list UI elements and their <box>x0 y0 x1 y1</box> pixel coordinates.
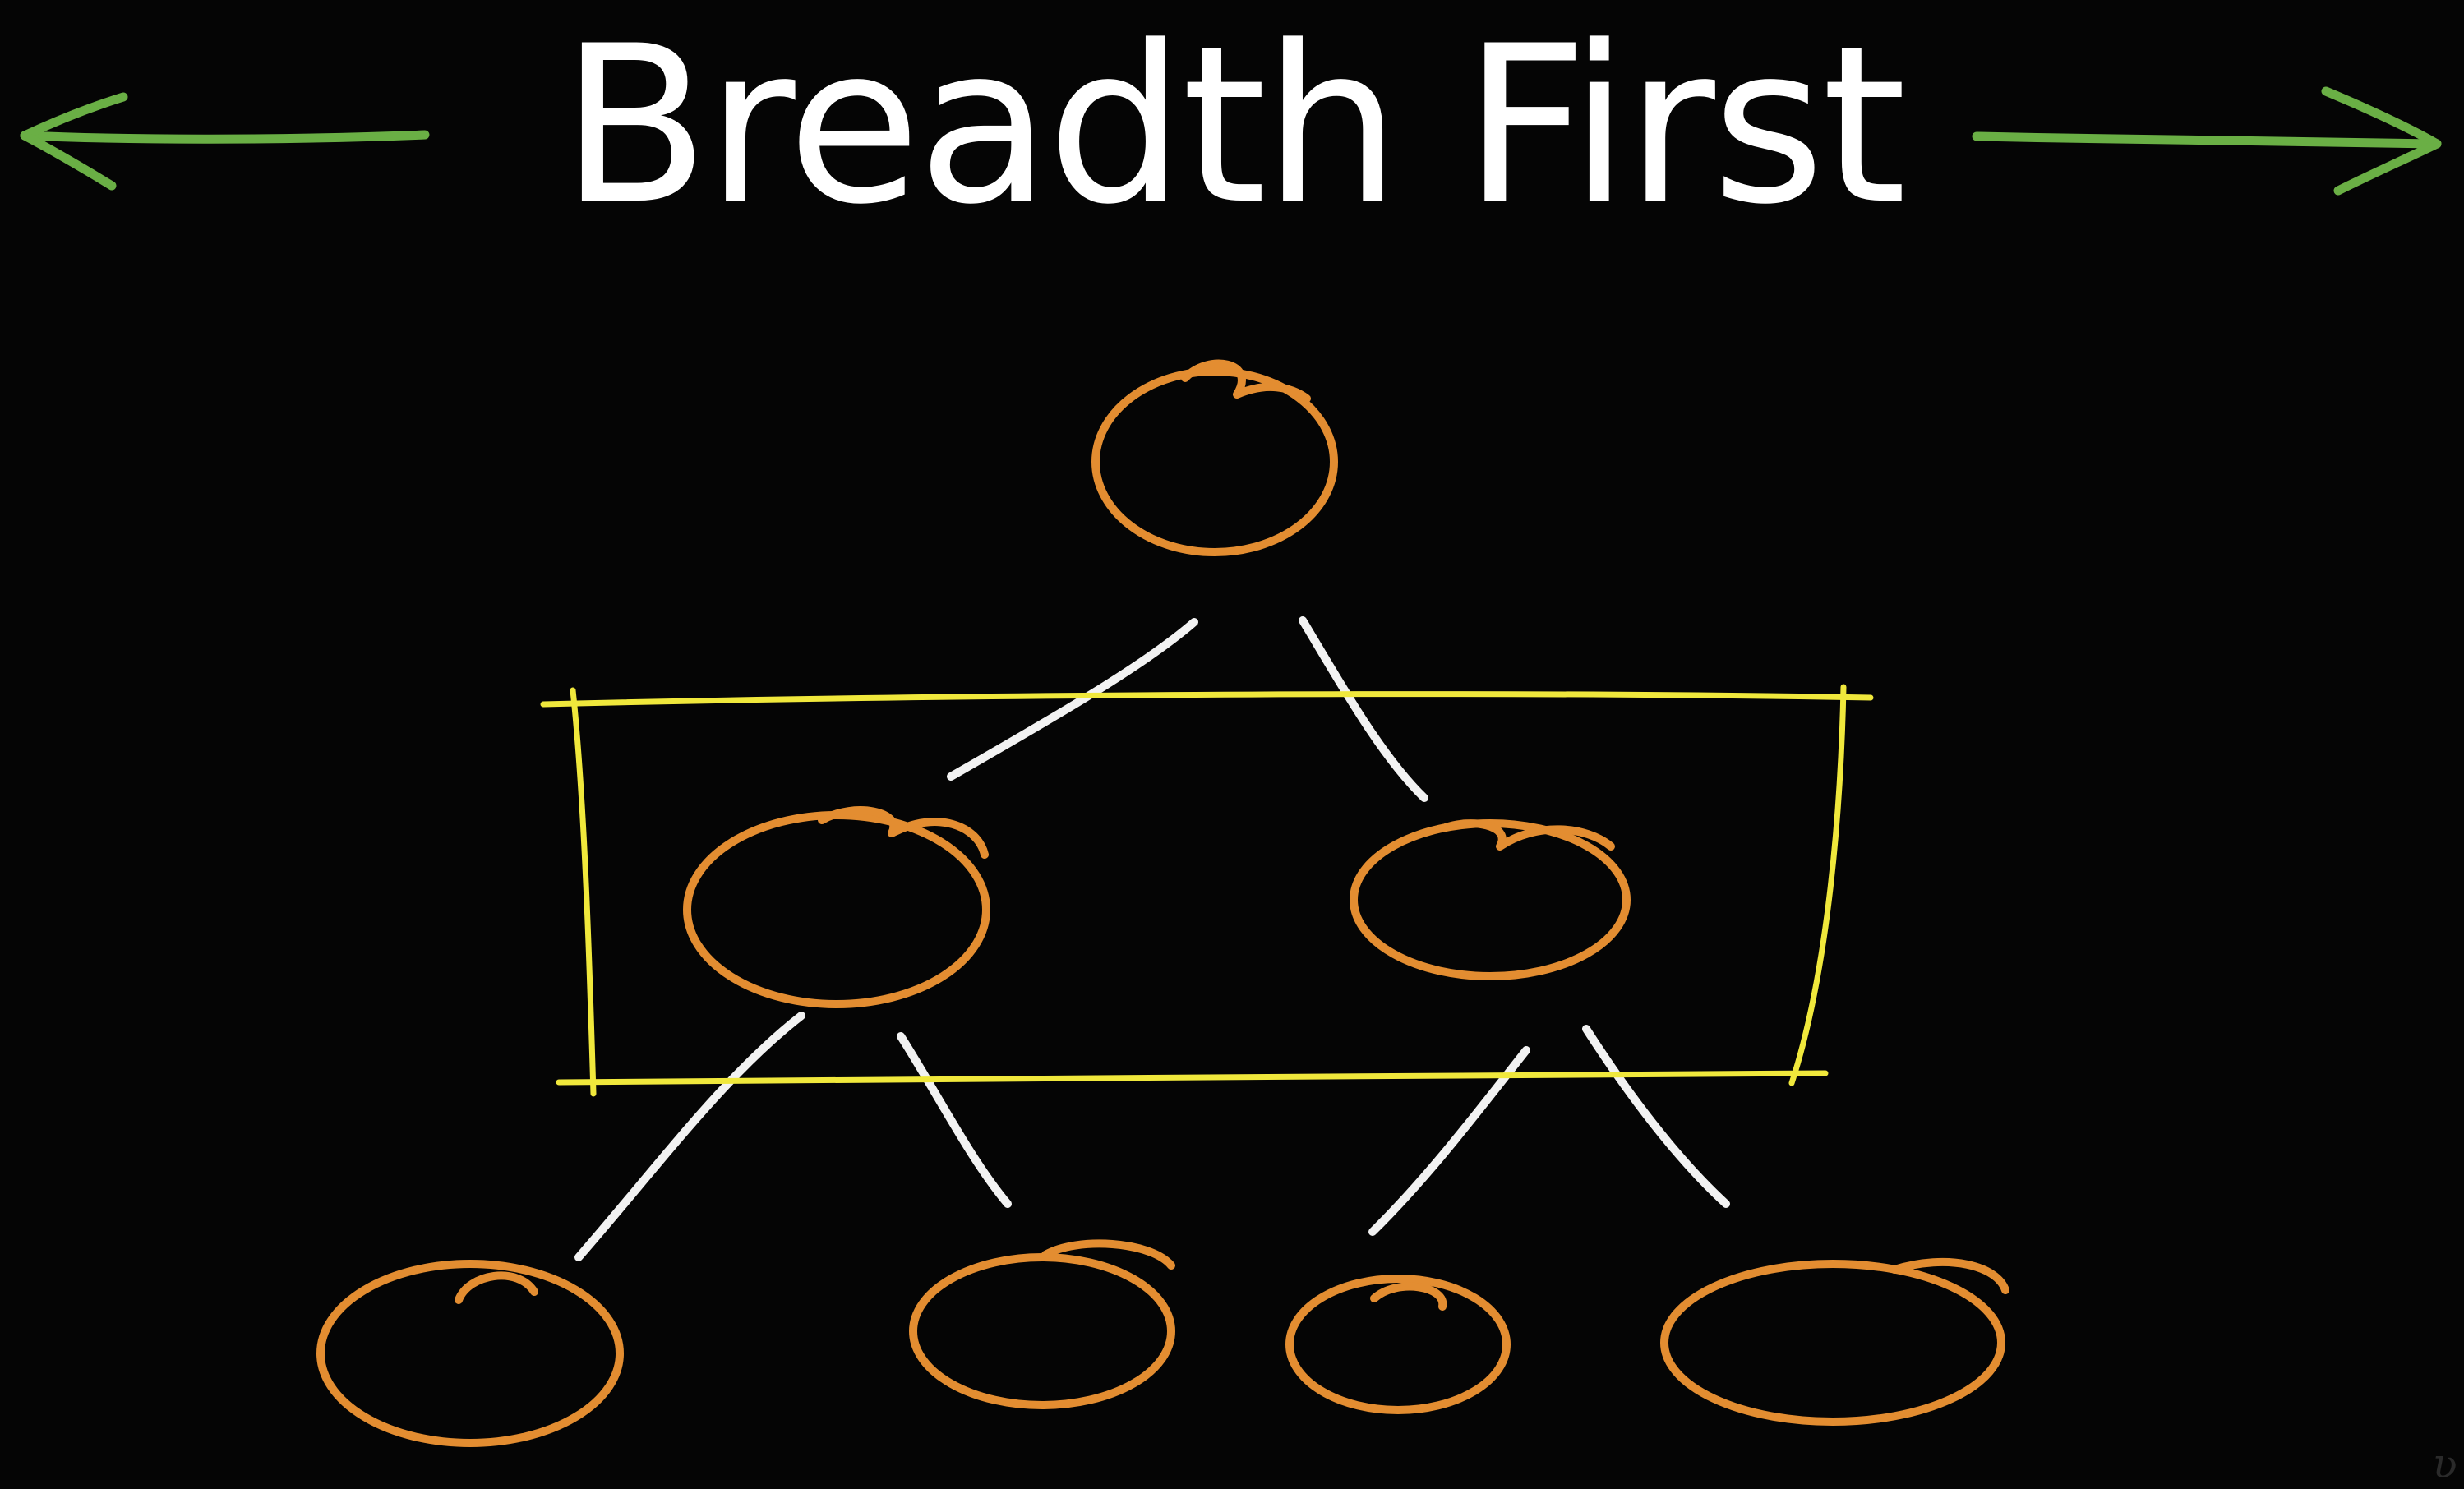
tree-node-right-left-grandchild <box>1285 1275 1511 1414</box>
tree-node-left-right-grandchild <box>909 1239 1175 1409</box>
edge-left-left-grandchild <box>574 1012 805 1261</box>
tree-node-right-right-grandchild <box>1660 1257 2009 1426</box>
tree-edges <box>574 616 1730 1261</box>
edge-left-right-grandchild <box>897 1032 1012 1208</box>
edge-root-right <box>1299 616 1428 802</box>
arrow-right-icon <box>1972 86 2442 196</box>
edge-right-right-grandchild <box>1582 1025 1730 1208</box>
watermark-icon: ʋ <box>2432 1440 2457 1487</box>
tree-node-left-left-grandchild <box>316 1260 624 1447</box>
tree-node-left-child <box>683 806 990 1008</box>
tree-node-root <box>1091 359 1338 556</box>
arrow-left-icon <box>20 92 430 191</box>
page-title: Breadth First <box>561 0 1903 252</box>
tree-node-right-child <box>1350 819 1631 980</box>
tree-nodes <box>316 359 2009 1447</box>
level-highlight-box <box>540 684 1874 1097</box>
